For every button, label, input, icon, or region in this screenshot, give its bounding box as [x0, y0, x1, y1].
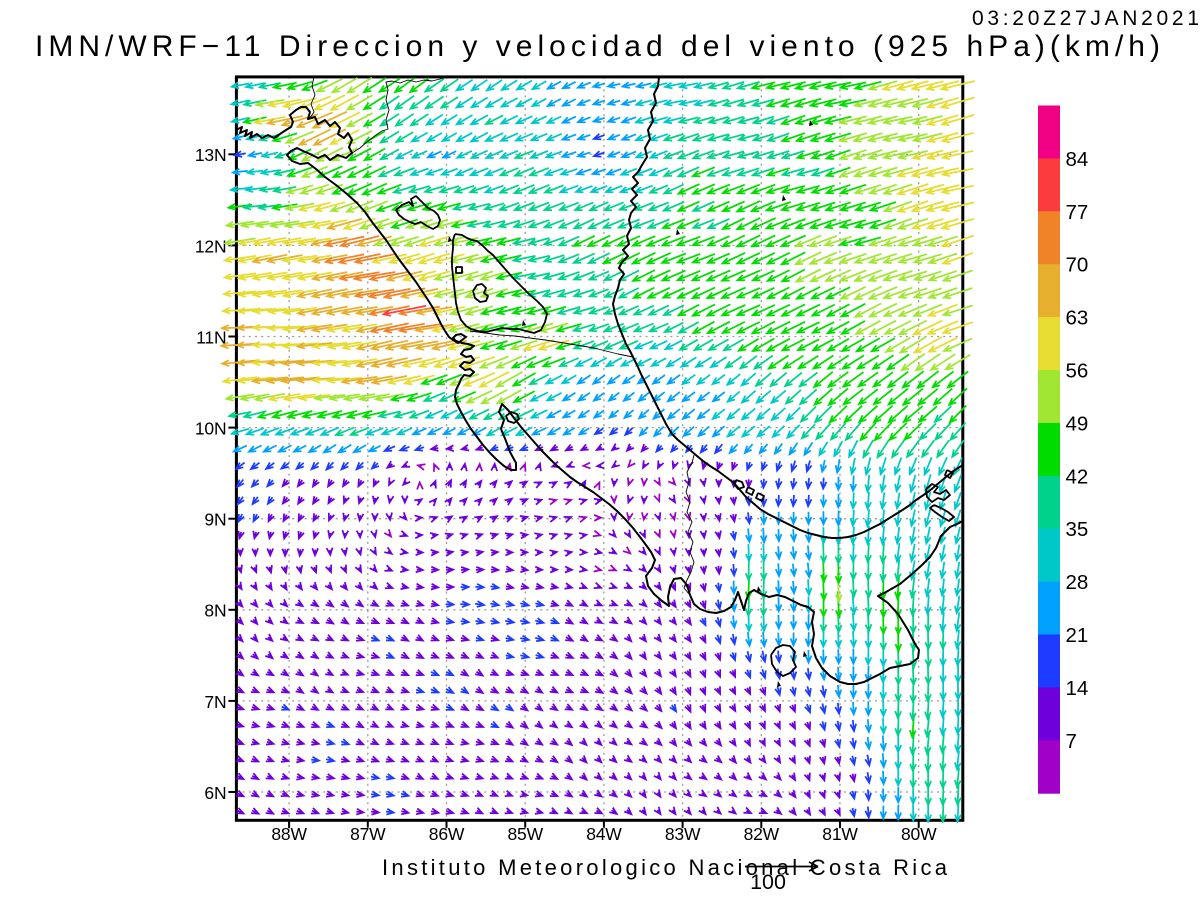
- svg-text:13N: 13N: [195, 145, 227, 165]
- svg-text:6N: 6N: [204, 783, 226, 803]
- svg-text:100: 100: [750, 870, 786, 894]
- svg-text:8N: 8N: [204, 601, 226, 621]
- svg-text:03:20Z27JAN2021: 03:20Z27JAN2021: [972, 7, 1199, 30]
- svg-text:84W: 84W: [586, 824, 622, 844]
- svg-text:63: 63: [1066, 307, 1089, 330]
- svg-text:88W: 88W: [271, 824, 307, 844]
- svg-text:81W: 81W: [822, 824, 858, 844]
- svg-text:IMN/WRF−11 Direccion y velocid: IMN/WRF−11 Direccion y velocidad del vie…: [35, 30, 1160, 63]
- svg-text:87W: 87W: [350, 824, 386, 844]
- svg-text:11N: 11N: [196, 327, 226, 347]
- svg-text:84: 84: [1066, 148, 1089, 171]
- svg-text:7: 7: [1066, 730, 1077, 753]
- svg-text:9N: 9N: [204, 510, 226, 530]
- svg-text:80W: 80W: [901, 824, 937, 844]
- svg-text:77: 77: [1066, 201, 1089, 224]
- svg-text:Instituto Meteorologico Nacion: Instituto Meteorologico Nacional Costa R…: [382, 855, 948, 880]
- svg-text:42: 42: [1066, 465, 1089, 488]
- svg-text:85W: 85W: [508, 824, 544, 844]
- svg-text:86W: 86W: [429, 824, 465, 844]
- svg-text:70: 70: [1066, 254, 1089, 277]
- svg-text:12N: 12N: [195, 236, 227, 256]
- svg-text:10N: 10N: [195, 419, 227, 439]
- svg-text:21: 21: [1066, 624, 1089, 647]
- svg-text:83W: 83W: [665, 824, 701, 844]
- svg-text:35: 35: [1066, 518, 1089, 541]
- svg-text:14: 14: [1066, 677, 1089, 700]
- svg-text:82W: 82W: [744, 824, 780, 844]
- svg-text:7N: 7N: [204, 692, 226, 712]
- svg-text:49: 49: [1066, 412, 1089, 435]
- svg-text:28: 28: [1066, 571, 1089, 594]
- svg-text:56: 56: [1066, 360, 1089, 383]
